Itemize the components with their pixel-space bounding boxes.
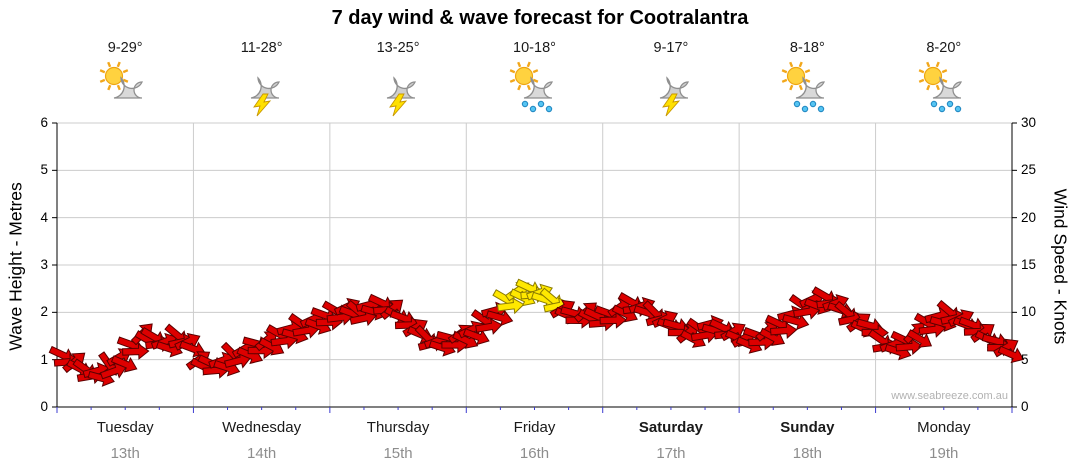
day-name-label: Friday [513,419,556,436]
cloud-icon [114,76,144,99]
wind-arrow [769,322,798,339]
wave-height-tick-label: 0 [40,399,48,414]
wind-arrow [110,355,138,373]
raindrop-icon [802,105,809,113]
day-name-label: Wednesday [222,419,302,436]
wind-speed-tick-label: 0 [1021,399,1029,414]
raindrop-icon [818,105,825,113]
lightning-icon [252,93,271,117]
cloud-icon [386,76,417,99]
raindrop-icon [954,105,961,113]
day-name-label: Monday [917,419,971,436]
wind-arrow [496,297,525,315]
wind-speed-tick-label: 20 [1021,209,1037,225]
raindrop-icon [938,105,945,113]
left-axis-label: Wave Height - Metres [5,182,26,351]
wind-arrow [599,311,627,329]
wind-speed-tick-label: 5 [1021,351,1029,367]
thunderstorm-icon [643,60,699,118]
sun-showers-icon [507,60,563,118]
cloud-icon [659,76,689,99]
wave-height-tick-label: 2 [40,304,48,320]
wind-speed-tick-label: 30 [1021,115,1037,130]
wind-speed-tick-label: 10 [1021,304,1037,320]
sun-showers-icon [916,60,972,118]
wind-arrow [99,362,127,380]
cloud-icon [250,76,280,99]
day-name-label: Tuesday [96,419,154,436]
day-temp-range: 13-25° [376,40,420,56]
cloud-icon [796,76,826,99]
day-name-label: Saturday [638,419,704,436]
day-name-label: Sunday [780,419,835,436]
sun-showers-icon [779,60,835,118]
raindrop-icon [810,100,817,108]
raindrop-icon [946,100,953,108]
day-date-label: 16th [519,445,550,462]
sun-icon [509,61,538,91]
wind-arrow [895,338,924,356]
day-date-label: 13th [110,445,140,462]
raindrop-icon [794,100,801,108]
cloud-icon [932,76,962,99]
day-temp-range: 8-18° [789,40,825,56]
sun-icon [781,61,811,91]
chart-title: 7 day wind & wave forecast for Cootralan… [331,7,749,29]
wind-arrow [997,345,1025,364]
day-date-label: 19th [929,445,959,462]
wave-height-tick-label: 4 [40,209,48,225]
wave-height-tick-label: 5 [40,162,48,178]
wind-arrow [759,327,786,346]
lightning-icon [389,93,408,117]
wind-speed-tick-label: 15 [1021,257,1037,272]
wind-arrow [475,318,503,335]
raindrop-icon [930,100,937,108]
raindrop-icon [529,105,536,113]
wave-height-tick-label: 6 [40,115,48,130]
lightning-icon [661,93,681,117]
day-name-label: Thursday [366,419,430,436]
right-axis-label: Wind Speed - Knots [1050,188,1071,345]
cloud-icon [523,76,553,99]
day-date-label: 17th [656,445,686,462]
day-date-label: 15th [383,445,413,462]
sun-icon [99,61,129,91]
thunderstorm-icon [234,60,290,118]
wind-arrow [906,329,933,348]
thunderstorm-icon [370,60,426,118]
wave-height-tick-label: 1 [40,351,48,367]
wave-height-tick-label: 3 [40,257,48,272]
day-date-label: 18th [792,445,822,462]
day-temp-range: 9-17° [653,40,689,56]
watermark: www.seabreeze.com.au [891,390,1008,402]
day-temp-range: 10-18° [513,40,556,56]
sun-icon [918,61,948,91]
wind-arrow [781,313,810,331]
day-temp-range: 11-28° [240,40,283,56]
wind-arrow [122,342,150,360]
wind-speed-tick-label: 25 [1021,162,1037,178]
raindrop-icon [545,105,552,113]
raindrop-icon [537,100,544,108]
wind-arrow [462,328,490,346]
day-temp-range: 9-29° [107,40,143,56]
raindrop-icon [521,100,528,108]
wind-arrow [485,309,514,327]
partly-cloudy-icon [97,60,153,118]
day-temp-range: 8-20° [926,40,962,56]
day-date-label: 14th [247,445,277,462]
